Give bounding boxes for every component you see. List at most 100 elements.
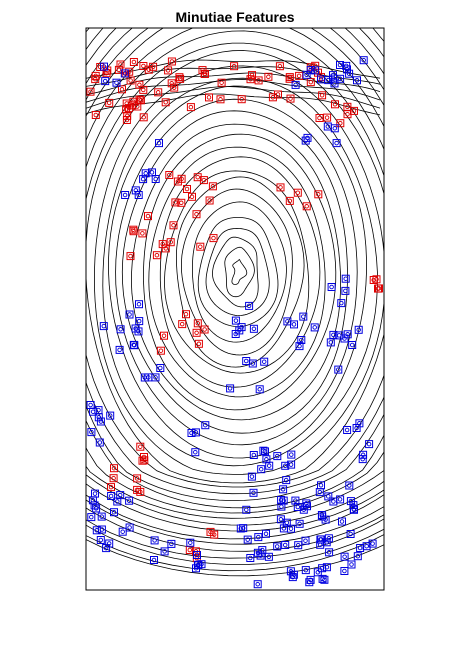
termination-marker (237, 95, 246, 104)
bifurcation-marker (332, 139, 341, 148)
termination-marker (323, 113, 332, 122)
bifurcation-marker (315, 488, 324, 497)
bifurcation-marker (262, 455, 271, 464)
bifurcation-marker (246, 554, 255, 562)
bifurcation-marker (125, 523, 134, 532)
bifurcation-marker (187, 429, 196, 437)
bifurcation-marker (121, 191, 130, 199)
termination-marker (126, 252, 135, 261)
bifurcation-marker (281, 461, 290, 470)
bifurcation-marker (150, 556, 158, 564)
bifurcation-marker (90, 501, 99, 510)
bifurcation-marker (260, 357, 269, 366)
termination-marker (154, 88, 163, 97)
termination-marker (116, 60, 125, 69)
bifurcation-marker (87, 513, 96, 522)
bifurcation-marker (291, 80, 300, 89)
termination-marker (170, 83, 179, 92)
termination-marker (314, 190, 323, 199)
figure-title: Minutiae Features (175, 9, 294, 25)
ridge-line (121, 110, 348, 434)
bifurcation-marker (338, 517, 346, 526)
bifurcation-marker (160, 547, 169, 556)
bifurcation-marker (134, 191, 143, 199)
termination-marker (166, 238, 175, 247)
termination-marker (139, 113, 148, 122)
bifurcation-marker (294, 541, 303, 550)
termination-marker (167, 79, 176, 88)
termination-marker (264, 72, 273, 81)
bifurcation-marker (261, 447, 269, 456)
ridge-line (86, 28, 384, 526)
bifurcation-marker (368, 539, 377, 548)
termination-marker (110, 464, 118, 473)
bifurcation-marker (134, 327, 143, 336)
ridge-line (115, 98, 358, 446)
ridge-line (224, 246, 255, 298)
termination-marker (217, 78, 226, 87)
bifurcation-marker (107, 492, 116, 500)
bifurcation-marker (324, 492, 333, 501)
termination-marker (285, 196, 294, 205)
bifurcation-marker (353, 552, 362, 561)
termination-marker (200, 325, 209, 334)
termination-marker (156, 346, 165, 355)
ridge-line (205, 227, 270, 317)
bifurcation-marker (150, 536, 159, 545)
bifurcation-marker (283, 317, 292, 326)
bifurcation-marker (355, 419, 364, 428)
termination-marker (199, 176, 208, 185)
bifurcation-marker (253, 580, 262, 589)
bifurcation-markers (86, 56, 377, 589)
ridge-line (102, 77, 378, 467)
bifurcation-marker (167, 539, 176, 548)
termination-marker (302, 202, 311, 211)
bifurcation-marker (113, 497, 122, 506)
bifurcation-marker (329, 497, 338, 506)
bifurcation-marker (359, 450, 368, 459)
termination-marker (254, 76, 263, 85)
ridge-line (191, 201, 287, 343)
termination-marker (196, 242, 205, 251)
ridge-line (86, 539, 384, 577)
termination-marker (369, 276, 378, 284)
bifurcation-marker (197, 560, 206, 569)
bifurcation-marker (256, 551, 265, 560)
bifurcation-marker (348, 341, 357, 349)
termination-marker (205, 93, 213, 102)
bifurcation-marker (135, 317, 144, 326)
bifurcation-marker (287, 460, 296, 469)
termination-marker (193, 319, 202, 328)
termination-marker (183, 185, 191, 193)
termination-marker (336, 119, 345, 128)
bifurcation-marker (125, 310, 134, 319)
bifurcation-marker (115, 345, 124, 354)
termination-marker (167, 57, 176, 66)
bifurcation-marker (226, 384, 235, 393)
ridge-line (142, 133, 337, 411)
termination-marker (286, 94, 295, 103)
bifurcation-marker (341, 286, 350, 295)
ridge-line (86, 518, 384, 559)
termination-marker (186, 103, 195, 112)
bifurcation-marker (116, 491, 125, 500)
bifurcation-marker (242, 357, 251, 365)
bifurcation-marker (302, 70, 311, 79)
bifurcation-marker (340, 567, 349, 575)
termination-marker (230, 62, 239, 71)
bifurcation-marker (365, 440, 374, 449)
termination-marker (318, 91, 327, 100)
bifurcation-marker (101, 77, 110, 86)
termination-marker (138, 456, 147, 465)
bifurcation-marker (329, 330, 338, 339)
bifurcation-marker (118, 527, 127, 536)
bifurcation-marker (295, 342, 304, 351)
bifurcation-marker (356, 544, 365, 552)
bifurcation-marker (95, 438, 104, 447)
bifurcation-marker (97, 512, 106, 521)
termination-marker (161, 244, 170, 253)
termination-marker (192, 328, 201, 337)
bifurcation-marker (299, 312, 308, 321)
bifurcation-marker (237, 323, 246, 332)
termination-marker (275, 62, 284, 71)
